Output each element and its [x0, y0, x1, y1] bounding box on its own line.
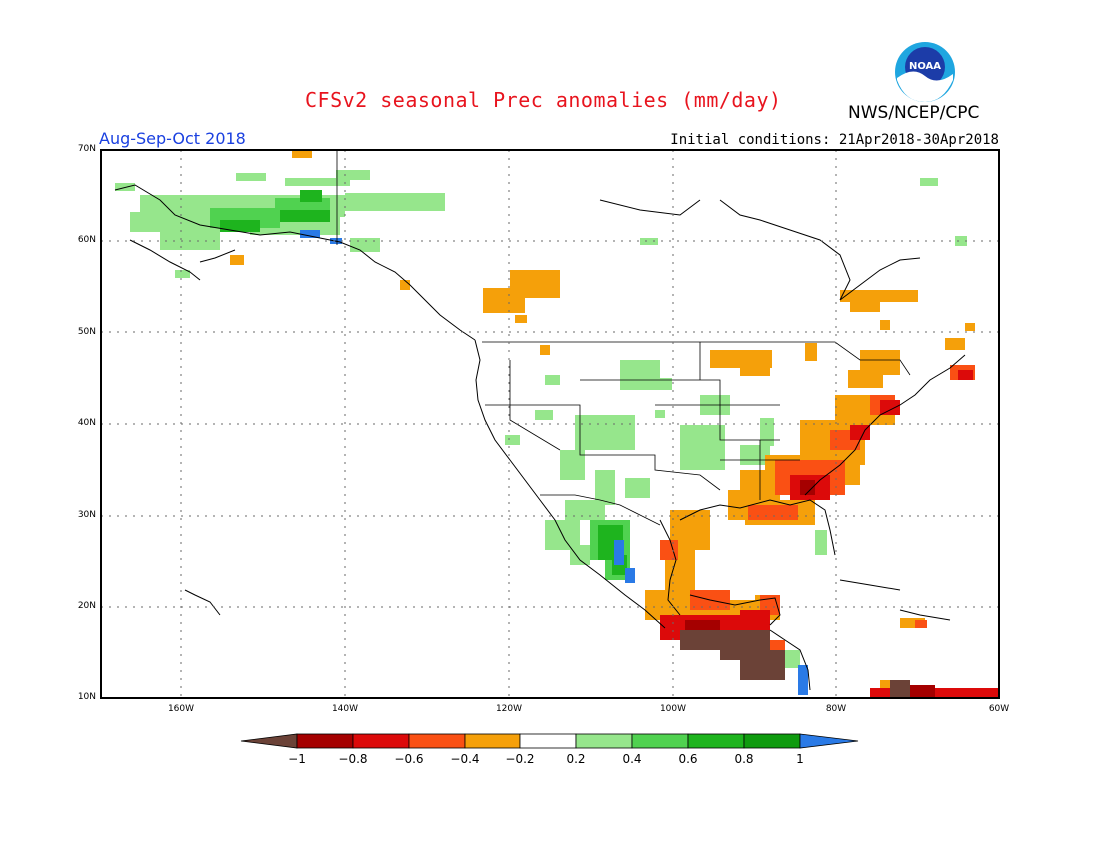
lat-label: 50N: [77, 327, 96, 337]
period-label: Aug-Sep-Oct 2018: [99, 129, 246, 148]
colorbar-bin: [464, 733, 521, 749]
colorbar-bin: [743, 733, 801, 749]
lon-label: 140W: [331, 704, 359, 714]
colorbar-tick-label: −0.6: [394, 752, 424, 766]
colorbar-below-arrow: [240, 733, 298, 749]
colorbar-bin: [296, 733, 354, 749]
political-borders: [336, 150, 911, 526]
colorbar-tick-label: −1: [288, 752, 306, 766]
colorbar-tick-label: −0.8: [338, 752, 368, 766]
colorbar-bin: [408, 733, 466, 749]
colorbar-bin: [687, 733, 745, 749]
lon-label: 160W: [167, 704, 195, 714]
initial-conditions-label: Initial conditions: 21Apr2018-30Apr2018: [670, 132, 999, 148]
colorbar-above-arrow: [799, 733, 859, 749]
colorbar-tick-label: 0.8: [734, 752, 754, 766]
colorbar-tick-label: −0.2: [505, 752, 535, 766]
anomaly-field: [115, 150, 1000, 698]
map-frame: [100, 149, 1000, 699]
lon-label: 60W: [988, 704, 1010, 714]
colorbar-bin: [575, 733, 633, 749]
lat-lon-grid: [101, 150, 999, 698]
colorbar-tick-label: −0.4: [450, 752, 480, 766]
lon-label: 100W: [659, 704, 687, 714]
lon-label: 80W: [825, 704, 847, 714]
colorbar-bin: [631, 733, 689, 749]
colorbar-bin: [519, 733, 577, 749]
lat-label: 60N: [77, 235, 96, 245]
lat-label: 10N: [77, 692, 96, 702]
lat-label: 20N: [77, 601, 96, 611]
colorbar-bin: [352, 733, 410, 749]
noaa-logo-icon: NOAA: [895, 42, 955, 102]
colorbar-tick-label: 0.6: [678, 752, 698, 766]
chart-title: CFSv2 seasonal Prec anomalies (mm/day): [305, 88, 782, 112]
lat-label: 40N: [77, 418, 96, 428]
colorbar-tick-label: 0.2: [566, 752, 586, 766]
org-label: NWS/NCEP/CPC: [848, 103, 980, 123]
colorbar-tick-label: 1: [796, 752, 804, 766]
lat-label: 30N: [77, 510, 96, 520]
coastlines: [114, 184, 966, 691]
lat-label: 70N: [77, 144, 96, 154]
colorbar-tick-label: 0.4: [622, 752, 642, 766]
colorbar: [240, 733, 859, 749]
logo-text: NOAA: [909, 61, 941, 72]
lon-label: 120W: [495, 704, 523, 714]
